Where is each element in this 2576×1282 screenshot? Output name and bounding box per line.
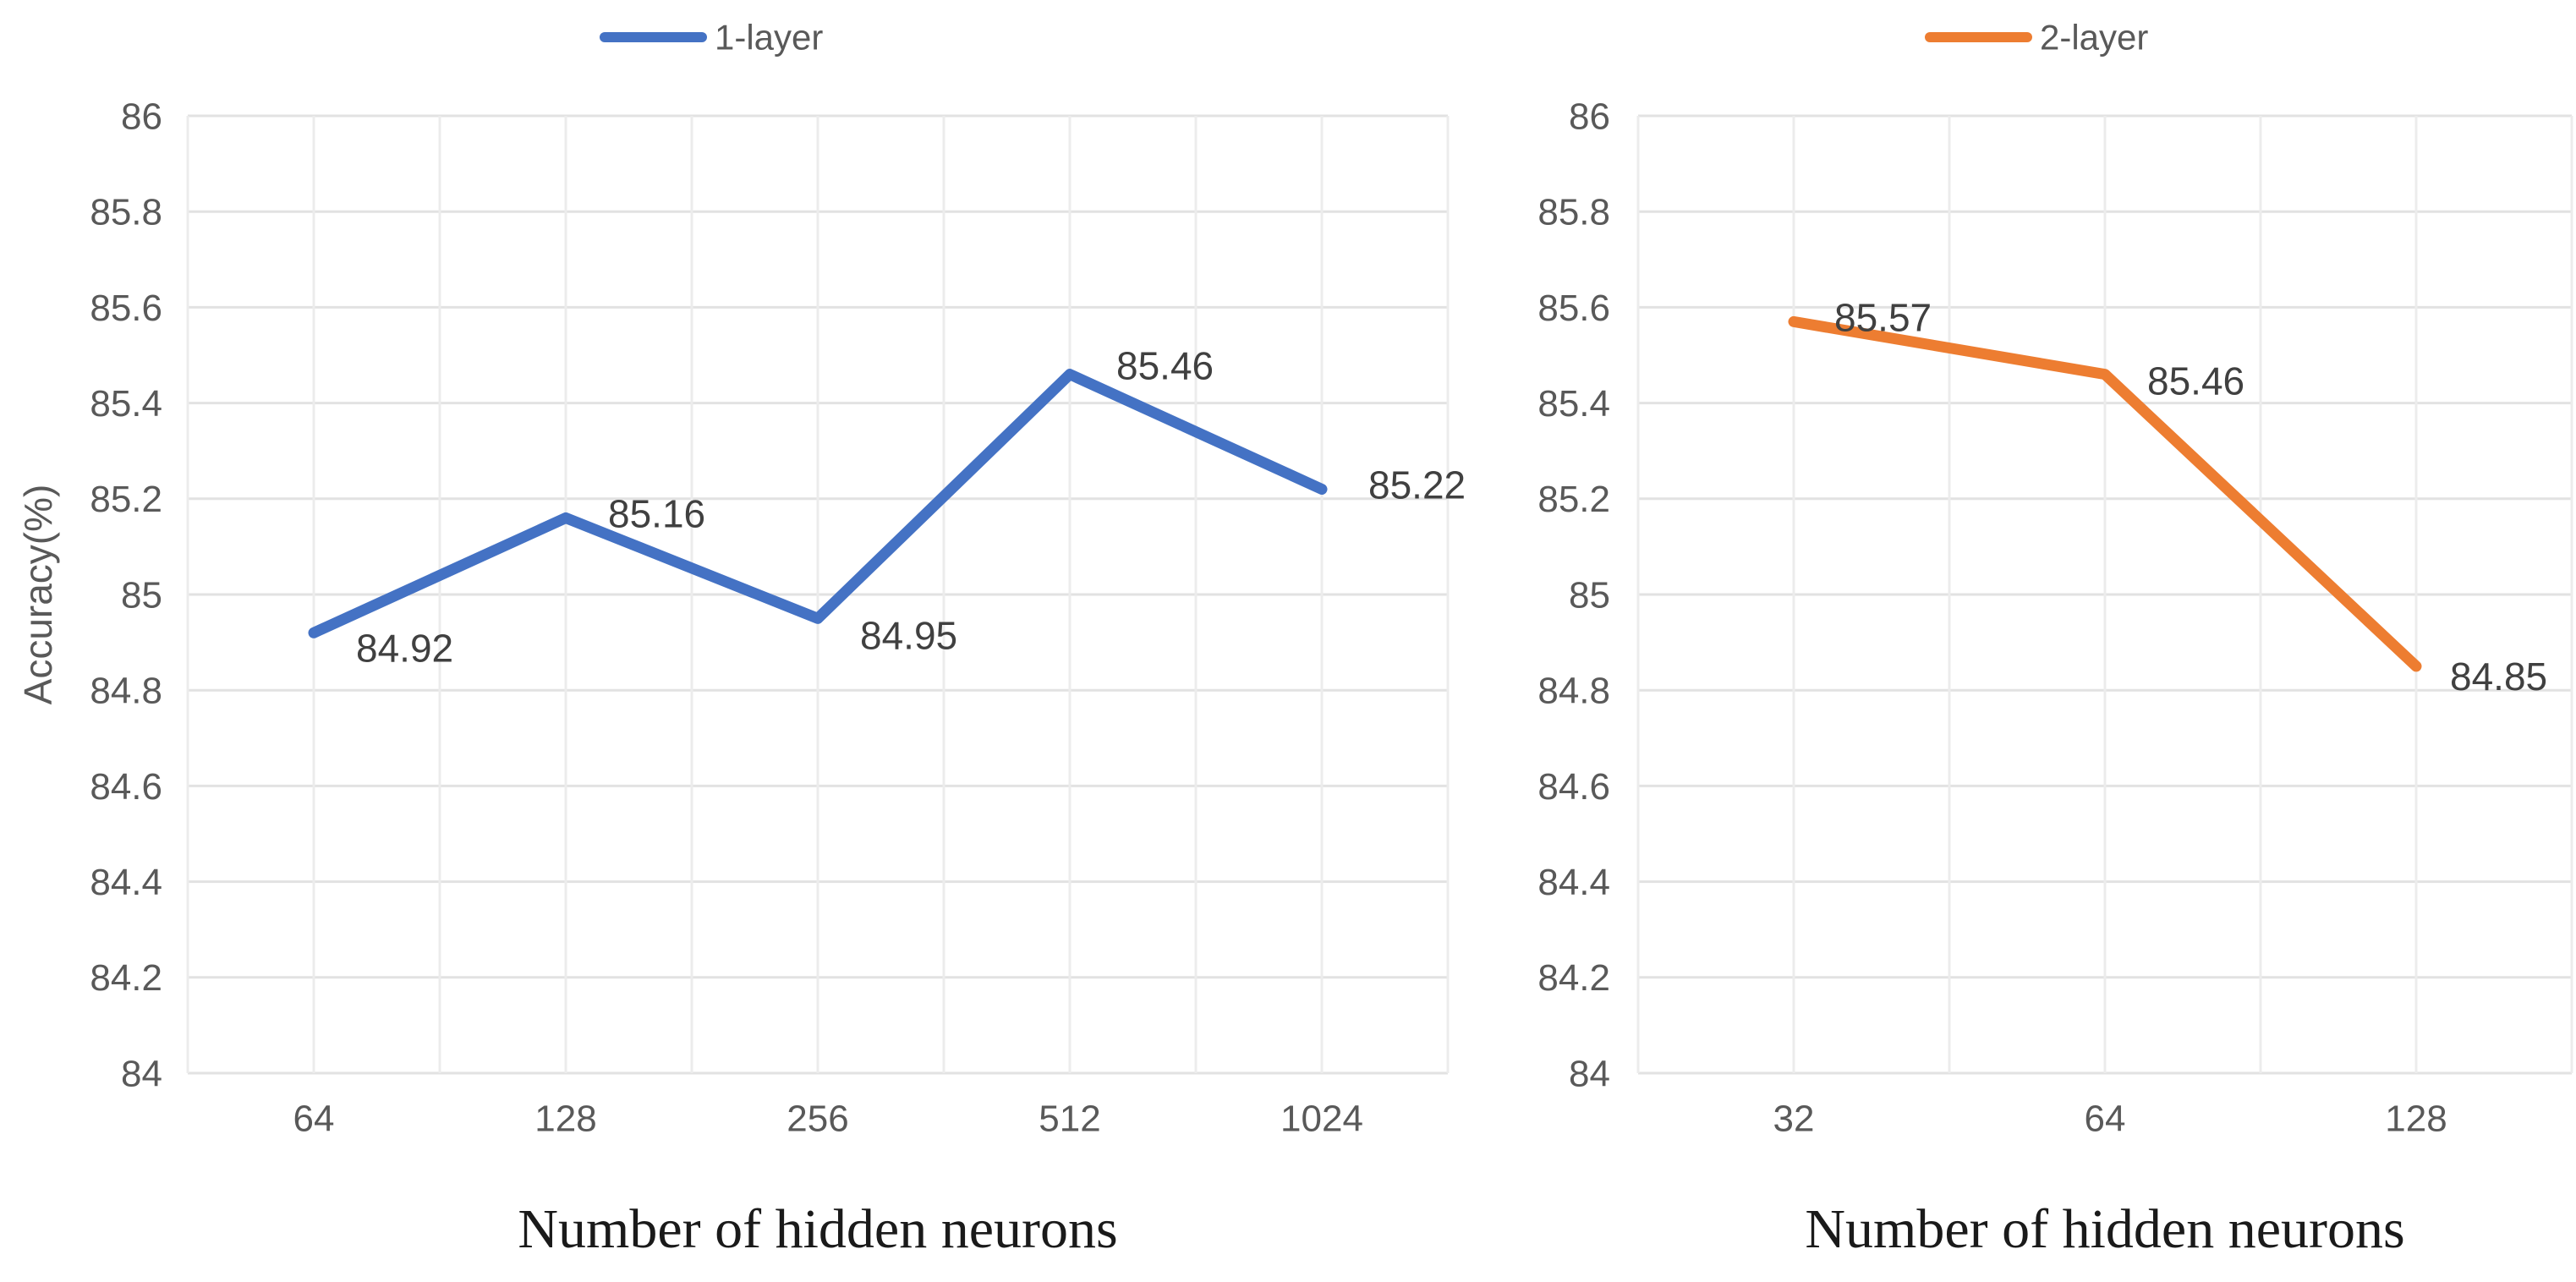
y-tick-label: 86: [1569, 96, 1610, 137]
x-tick-label: 128: [2385, 1098, 2447, 1139]
y-tick-label: 84.2: [1537, 957, 1610, 999]
chart-2-layer-svg: 86 85.8 85.6 85.4 85.2 85 84.8 84.6 84.4 84.2 84 32…: [1537, 18, 2573, 1260]
x-axis-title: Number of hidden neurons: [1805, 1198, 2404, 1260]
y-tick-label: 84.6: [1537, 766, 1610, 808]
y-tick-label: 85.8: [1537, 192, 1610, 233]
chart-2-layer: 86 85.8 85.6 85.4 85.2 85 84.8 84.6 84.4 84.2 84 32…: [1522, 0, 2576, 1282]
data-label: 85.16: [608, 492, 705, 536]
y-tick-label: 84.8: [90, 671, 162, 712]
y-tick-label: 84.8: [1537, 671, 1610, 712]
y-tick-label: 84: [1569, 1053, 1610, 1094]
y-tick-label: 84: [121, 1053, 162, 1094]
y-tick-label: 85.4: [1537, 383, 1610, 425]
legend-label: 2-layer: [2040, 18, 2148, 58]
data-label: 85.46: [2147, 359, 2244, 403]
data-label: 85.57: [1834, 295, 1932, 339]
y-tick-label: 85.8: [90, 192, 162, 233]
x-tick-label: 1024: [1280, 1098, 1363, 1139]
x-tick-label: 512: [1039, 1098, 1100, 1139]
x-axis-title: Number of hidden neurons: [518, 1198, 1117, 1260]
y-tick-label: 86: [121, 96, 162, 137]
data-label: 85.46: [1116, 344, 1214, 388]
y-tick-label: 85.2: [90, 479, 162, 520]
data-label: 84.85: [2450, 655, 2547, 699]
y-axis-title: Accuracy(%): [16, 485, 60, 705]
y-tick-label: 84.6: [90, 766, 162, 808]
x-tick-label: 128: [534, 1098, 596, 1139]
y-tick-label: 85.2: [1537, 479, 1610, 520]
y-tick-label: 85: [121, 574, 162, 616]
y-tick-label: 84.2: [90, 957, 162, 999]
y-tick-label: 84.4: [90, 862, 162, 903]
data-line-2-layer: [1788, 315, 2422, 672]
x-tick-label: 256: [787, 1098, 848, 1139]
y-tick-label: 84.4: [1537, 862, 1610, 903]
legend-label: 1-layer: [715, 18, 823, 58]
x-tick-label: 64: [293, 1098, 335, 1139]
y-tick-label: 85.6: [90, 288, 162, 329]
data-label: 84.95: [860, 613, 957, 657]
data-line-1-layer: [308, 369, 1328, 638]
chart-1-layer-svg: 86 85.8 85.6 85.4 85.2 85 84.8 84.6 84.4 84.2 84 64…: [16, 18, 1466, 1260]
data-label: 84.92: [356, 626, 453, 670]
x-tick-label: 32: [1773, 1098, 1815, 1139]
chart-1-layer: 86 85.8 85.6 85.4 85.2 85 84.8 84.6 84.4 84.2 84 64…: [16, 18, 1466, 1260]
y-tick-label: 85.4: [90, 383, 162, 425]
y-tick-label: 85.6: [1537, 288, 1610, 329]
data-label: 85.22: [1368, 463, 1466, 507]
x-tick-label: 64: [2085, 1098, 2126, 1139]
y-tick-label: 85: [1569, 574, 1610, 616]
